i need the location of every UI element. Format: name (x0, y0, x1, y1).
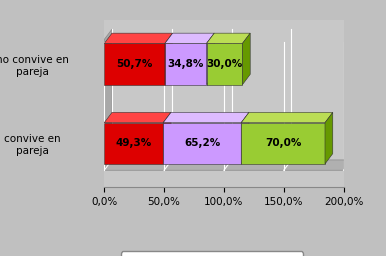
Text: 49,3%: 49,3% (115, 138, 152, 148)
Polygon shape (242, 33, 250, 85)
Polygon shape (163, 112, 171, 164)
Polygon shape (165, 33, 214, 44)
Legend: Alto, Intermedio, Bajo: Alto, Intermedio, Bajo (121, 251, 303, 256)
Text: 70,0%: 70,0% (265, 138, 301, 148)
Bar (104, 44, 165, 85)
Text: 65,2%: 65,2% (184, 138, 220, 148)
Text: 30,0%: 30,0% (207, 59, 243, 69)
Polygon shape (207, 33, 250, 44)
Polygon shape (104, 29, 112, 170)
Polygon shape (241, 112, 249, 164)
Polygon shape (325, 112, 333, 164)
Bar (241, 123, 325, 164)
Bar (104, 123, 163, 164)
Text: 50,7%: 50,7% (116, 59, 153, 69)
Bar (163, 123, 241, 164)
Polygon shape (163, 112, 249, 123)
Polygon shape (207, 33, 214, 85)
Polygon shape (241, 112, 333, 123)
Polygon shape (104, 160, 351, 170)
Text: 34,8%: 34,8% (168, 59, 204, 69)
Bar (207, 44, 242, 85)
Polygon shape (165, 33, 173, 85)
Polygon shape (104, 112, 171, 123)
Polygon shape (104, 33, 173, 44)
Bar (165, 44, 207, 85)
